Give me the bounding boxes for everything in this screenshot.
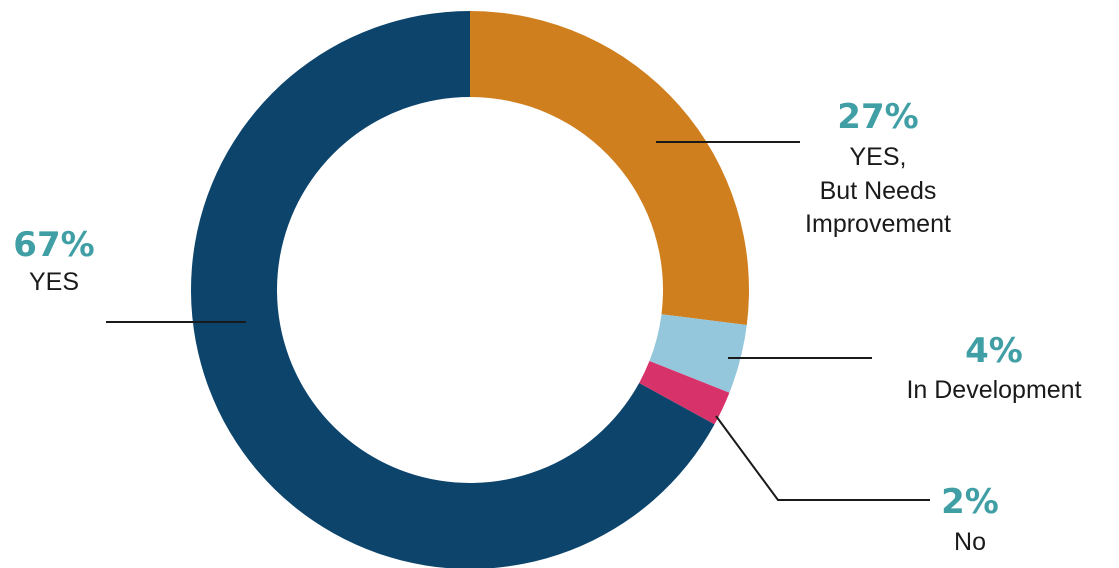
slice-no <box>639 361 730 425</box>
label-yes: 67% YES <box>13 225 94 296</box>
leader-line-no <box>715 415 930 501</box>
data-label-yes-needs-line2: But Needs <box>820 177 937 205</box>
data-label-yes-line1: YES <box>29 268 79 296</box>
slice-yes <box>191 11 715 568</box>
data-label-no-line1: No <box>954 528 986 556</box>
data-label-in-dev-line1: In Development <box>906 376 1081 404</box>
label-no: 2% No <box>941 482 999 556</box>
data-label-yes-needs-line3: Improvement <box>805 210 951 238</box>
data-label-yes-needs-value: 27% <box>837 97 918 137</box>
data-label-no-value: 2% <box>941 482 999 522</box>
data-label-yes-needs-line1: YES, <box>850 143 907 171</box>
slice-yes-needs <box>470 11 749 325</box>
label-in-dev: 4% In Development <box>906 331 1081 404</box>
donut-slices <box>191 11 749 568</box>
label-yes-needs: 27% YES, But Needs Improvement <box>805 97 951 238</box>
slice-in-dev <box>649 314 747 393</box>
data-label-yes-value: 67% <box>13 225 94 265</box>
data-label-in-dev-value: 4% <box>965 331 1023 371</box>
